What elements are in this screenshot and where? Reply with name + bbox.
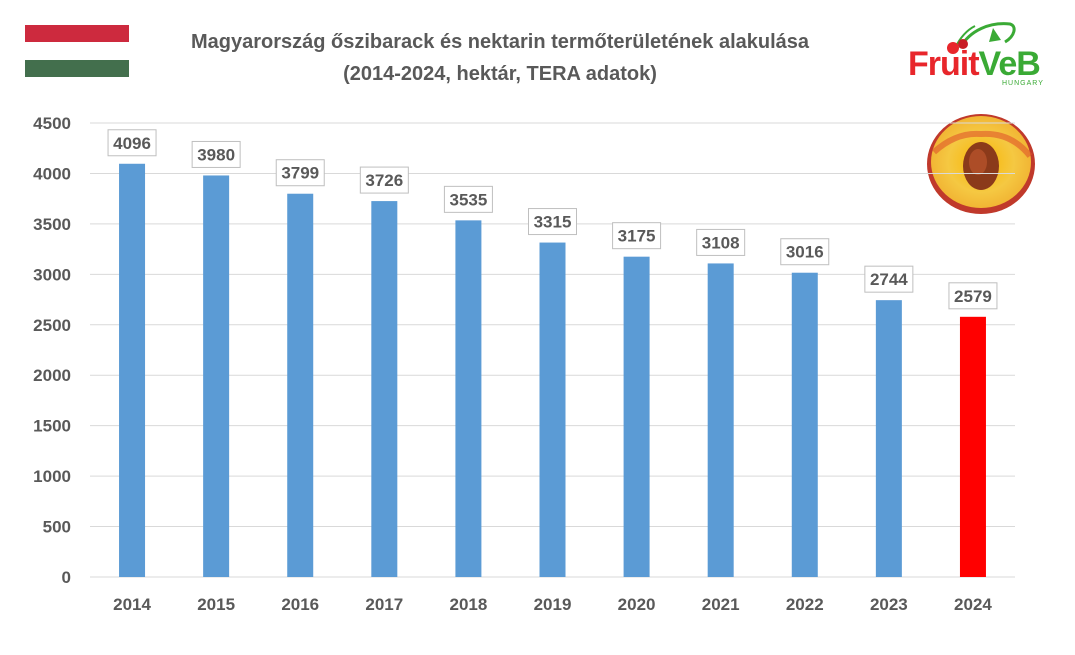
data-label-box bbox=[528, 208, 577, 236]
data-label: 2744 bbox=[870, 270, 908, 289]
x-tick-label: 2024 bbox=[954, 595, 992, 614]
data-label: 4096 bbox=[113, 134, 151, 153]
y-tick-label: 3500 bbox=[33, 215, 71, 234]
flag-green-stripe bbox=[25, 60, 129, 77]
x-tick-label: 2019 bbox=[534, 595, 572, 614]
x-tick-label: 2020 bbox=[618, 595, 656, 614]
y-tick-label: 500 bbox=[43, 518, 71, 537]
data-label: 3108 bbox=[702, 233, 740, 252]
data-label-box bbox=[191, 140, 241, 168]
data-label-box bbox=[780, 238, 830, 266]
chart-title: Magyarország őszibarack és nektarin term… bbox=[190, 31, 810, 53]
data-label: 3799 bbox=[281, 164, 319, 183]
data-label-box bbox=[612, 222, 662, 250]
y-tick-label: 4500 bbox=[33, 114, 71, 133]
x-tick-label: 2022 bbox=[786, 595, 824, 614]
data-label: 3016 bbox=[786, 243, 824, 262]
data-label: 3315 bbox=[534, 213, 572, 232]
chart-subtitle: (2014-2024, hektár, TERA adatok) bbox=[343, 63, 657, 85]
data-label-box bbox=[359, 166, 409, 194]
bar bbox=[707, 263, 734, 577]
y-tick-label: 0 bbox=[62, 568, 71, 587]
x-tick-label: 2017 bbox=[365, 595, 403, 614]
peach-icon bbox=[927, 114, 1035, 214]
y-tick-label: 1000 bbox=[33, 467, 71, 486]
x-tick-label: 2018 bbox=[449, 595, 487, 614]
data-label: 3175 bbox=[618, 227, 656, 246]
data-label-box bbox=[107, 129, 157, 157]
cherry-icon bbox=[947, 22, 1016, 54]
y-tick-label: 2500 bbox=[33, 316, 71, 335]
bar bbox=[623, 256, 650, 577]
bar bbox=[455, 220, 482, 577]
bar bbox=[875, 300, 902, 577]
y-tick-label: 4000 bbox=[33, 164, 71, 183]
bar bbox=[287, 193, 314, 577]
logo-subtext: HUNGARY bbox=[1002, 80, 1044, 87]
hungarian-flag bbox=[25, 25, 129, 77]
x-tick-label: 2016 bbox=[281, 595, 319, 614]
data-label: 2579 bbox=[954, 287, 992, 306]
data-label-box bbox=[864, 265, 914, 293]
bar bbox=[959, 316, 986, 577]
bar bbox=[203, 175, 230, 577]
x-tick-label: 2021 bbox=[702, 595, 740, 614]
logo-wordmark: FruitVeB bbox=[908, 45, 1041, 83]
y-tick-label: 2000 bbox=[33, 366, 71, 385]
x-tick-label: 2014 bbox=[113, 595, 151, 614]
data-label-box bbox=[275, 159, 325, 187]
flag-white-stripe bbox=[25, 42, 129, 60]
data-label-box bbox=[696, 228, 746, 256]
fruitveb-logo: FruitVeB HUNGARY bbox=[905, 18, 1055, 98]
data-label-box bbox=[443, 185, 493, 213]
bar bbox=[119, 163, 146, 578]
data-label: 3980 bbox=[197, 145, 235, 164]
flag-red-stripe bbox=[25, 25, 129, 42]
bar bbox=[539, 242, 566, 577]
data-label: 3726 bbox=[365, 171, 403, 190]
data-label-box bbox=[948, 282, 998, 310]
bar bbox=[371, 201, 398, 577]
data-label: 3535 bbox=[449, 190, 487, 209]
y-tick-label: 1500 bbox=[33, 417, 71, 436]
y-tick-label: 3000 bbox=[33, 265, 71, 284]
x-tick-label: 2023 bbox=[870, 595, 908, 614]
bar bbox=[791, 272, 818, 577]
x-tick-label: 2015 bbox=[197, 595, 235, 614]
